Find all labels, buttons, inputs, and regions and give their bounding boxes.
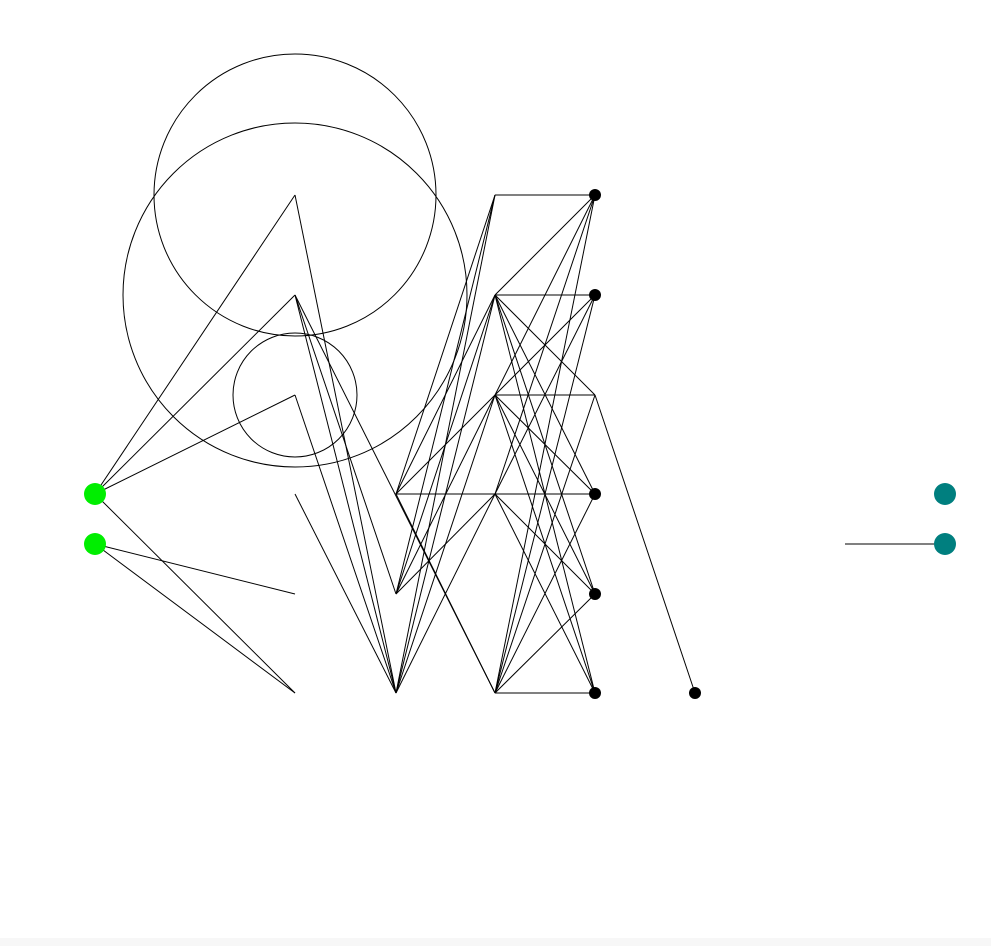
node-h4f	[589, 687, 601, 699]
node-h5a	[689, 687, 701, 699]
node-h4b	[589, 289, 601, 301]
node-h4d	[589, 488, 601, 500]
bottom-strip	[0, 938, 991, 946]
node-h4e	[589, 588, 601, 600]
edge-h4c-h5a	[594, 394, 696, 694]
edge-in0-h1c	[94, 394, 296, 495]
edge-h1b-h2c	[294, 294, 397, 694]
edge-h1d-h2c	[294, 493, 397, 694]
loop-h1b	[122, 122, 468, 468]
edge-h1c-h2c	[294, 394, 397, 694]
edge-in1-h1e	[94, 543, 296, 595]
edge-in0-h1f	[94, 493, 296, 694]
edge-h2b-h3a	[395, 194, 496, 595]
edge-h2c-h3b	[395, 294, 496, 694]
edge-h1b-h2b	[294, 294, 397, 595]
edges	[94, 194, 945, 694]
edge-h3c-h4f	[494, 394, 596, 694]
loop-h1a	[153, 53, 437, 337]
node-in1	[84, 533, 106, 555]
edge-h3e-h4e	[494, 593, 596, 694]
edge-in0-h1a	[94, 194, 296, 495]
node-out1	[934, 533, 956, 555]
edge-in0-h1b	[94, 294, 296, 495]
edge-h3b-h4c	[494, 294, 596, 396]
edge-in1-h1f	[94, 543, 296, 694]
edge-h3b-h4e	[494, 294, 596, 595]
edge-h2c-h3c	[395, 394, 496, 694]
edge-h3b-h4a	[494, 194, 596, 296]
node-out0	[934, 483, 956, 505]
nodes	[84, 189, 956, 699]
self-loop-arcs	[122, 53, 468, 468]
edge-h3d-h4f	[494, 493, 596, 694]
edge-h3b-h4f	[494, 294, 596, 694]
edge-h2a-h3a	[395, 194, 496, 495]
loop-h1c	[232, 332, 358, 458]
edge-h3b-h4d	[494, 294, 596, 495]
node-in0	[84, 483, 106, 505]
node-h4a	[589, 189, 601, 201]
edge-h2c-h3a	[395, 194, 496, 694]
edge-h2c-h3d	[395, 493, 496, 694]
